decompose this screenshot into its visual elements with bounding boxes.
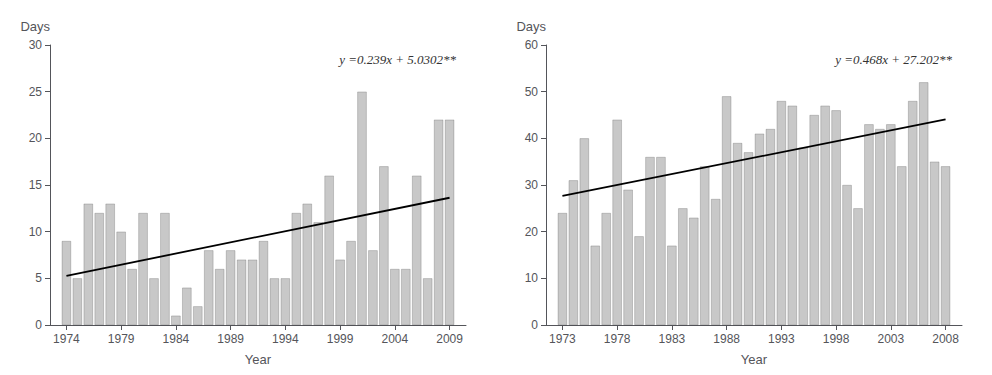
svg-text:0: 0	[531, 318, 538, 332]
svg-text:30: 30	[525, 178, 539, 192]
svg-text:0: 0	[35, 318, 42, 332]
svg-text:1979: 1979	[108, 332, 135, 346]
svg-text:y =0.468x + 27.202**: y =0.468x + 27.202**	[833, 52, 952, 67]
svg-text:30: 30	[29, 38, 43, 52]
svg-text:1974: 1974	[53, 332, 80, 346]
svg-text:1984: 1984	[163, 332, 190, 346]
svg-text:25: 25	[29, 85, 43, 99]
svg-text:60: 60	[525, 38, 539, 52]
svg-text:1988: 1988	[713, 332, 740, 346]
svg-text:20: 20	[29, 131, 43, 145]
svg-text:Days: Days	[20, 19, 50, 34]
svg-text:1983: 1983	[659, 332, 686, 346]
svg-text:2004: 2004	[381, 332, 408, 346]
svg-text:1999: 1999	[327, 332, 354, 346]
svg-text:20: 20	[525, 225, 539, 239]
svg-text:2009: 2009	[436, 332, 463, 346]
svg-text:50: 50	[525, 85, 539, 99]
svg-text:10: 10	[525, 271, 539, 285]
svg-text:15: 15	[29, 178, 43, 192]
svg-text:Year: Year	[741, 352, 768, 367]
svg-text:40: 40	[525, 131, 539, 145]
svg-text:2008: 2008	[932, 332, 959, 346]
svg-text:5: 5	[35, 271, 42, 285]
svg-text:1978: 1978	[604, 332, 631, 346]
svg-text:1973: 1973	[549, 332, 576, 346]
svg-text:1998: 1998	[823, 332, 850, 346]
svg-text:Days: Days	[516, 19, 546, 34]
svg-text:10: 10	[29, 225, 43, 239]
svg-text:1993: 1993	[768, 332, 795, 346]
svg-text:1994: 1994	[272, 332, 299, 346]
svg-text:1989: 1989	[217, 332, 244, 346]
svg-text:Year: Year	[245, 352, 272, 367]
svg-text:2003: 2003	[877, 332, 904, 346]
svg-text:y =0.239x + 5.0302**: y =0.239x + 5.0302**	[337, 52, 456, 67]
